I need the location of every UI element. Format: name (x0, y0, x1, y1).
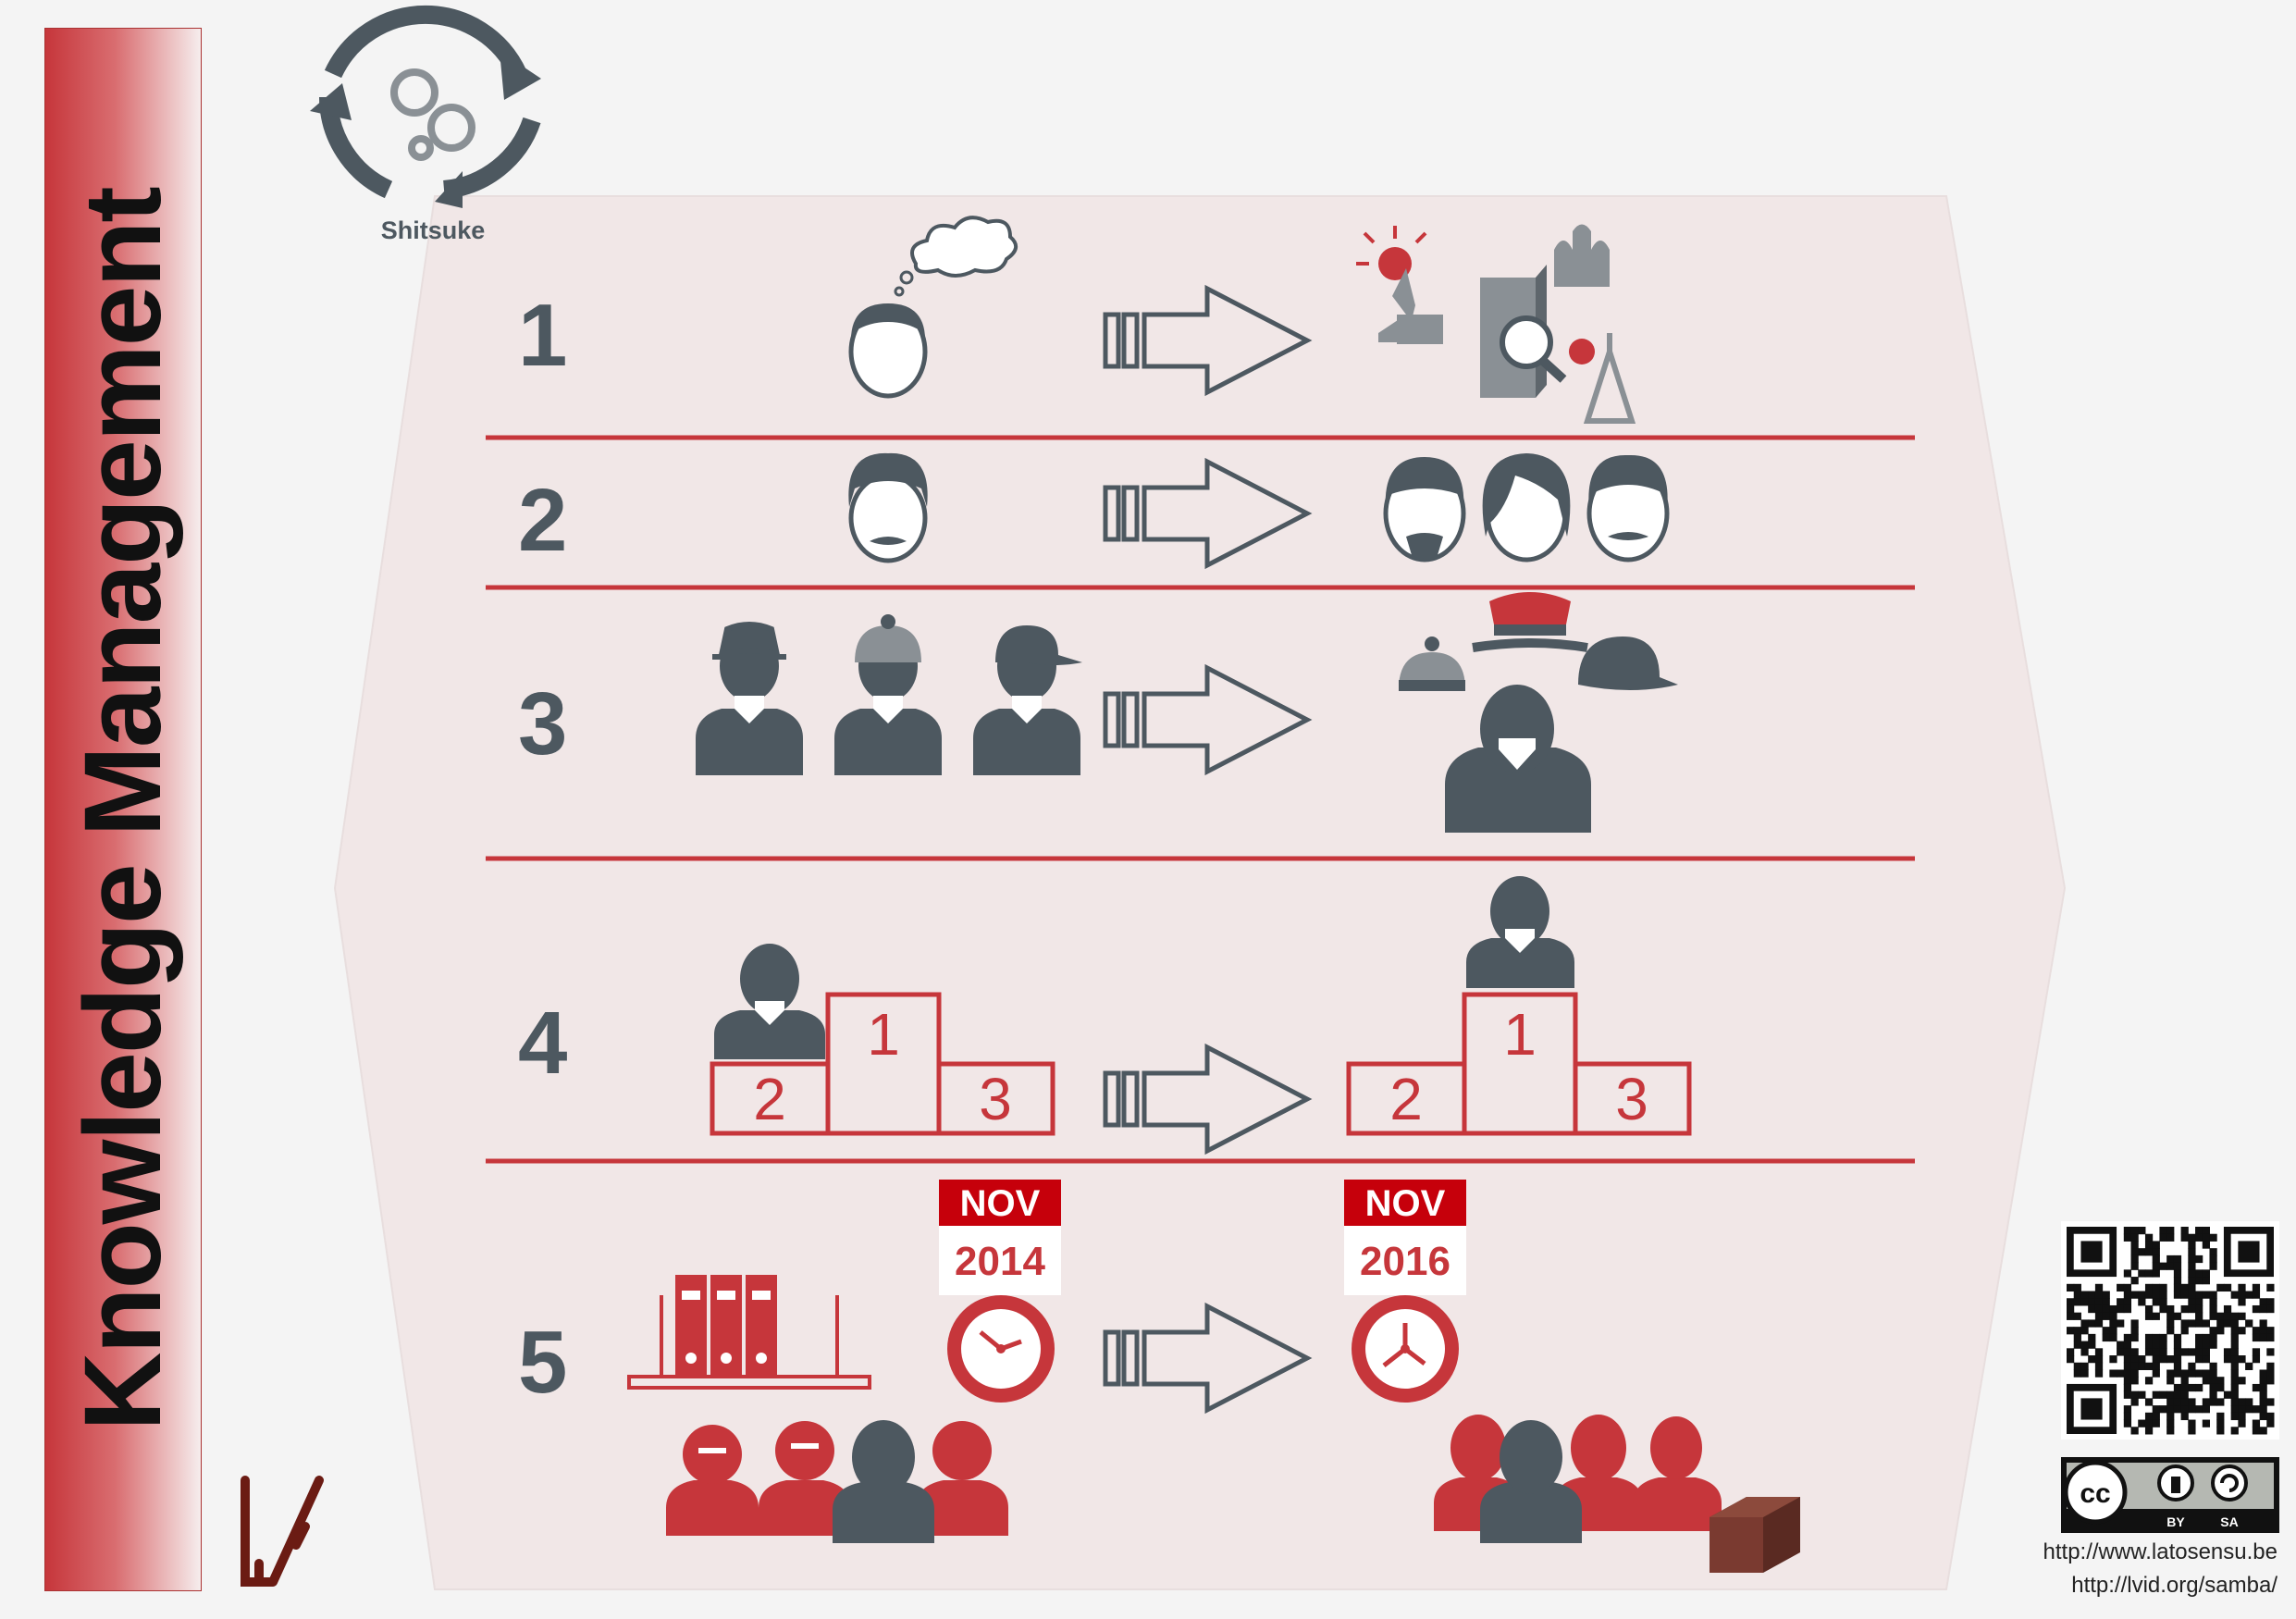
license-sa: SA (2220, 1514, 2238, 1529)
podium-before: 2 1 3 (710, 944, 1055, 1136)
calendar-month: NOV (960, 1183, 1041, 1224)
person-first-place-icon (1466, 876, 1574, 988)
badge-label: Shitsuke (381, 216, 486, 244)
podium-first-label: 1 (867, 1001, 900, 1068)
team-before-icon (666, 1420, 1008, 1543)
clock-icon-2016 (1352, 1295, 1459, 1403)
box-icon (1710, 1497, 1800, 1573)
sa-icon (2220, 1474, 2239, 1492)
podium-second-label: 2 (753, 1066, 786, 1132)
row-separators (486, 435, 1915, 1164)
fedora-person-icon (696, 622, 803, 775)
person-second-place-icon (714, 944, 825, 1059)
calendar-icon-2016: NOV 2016 (1344, 1180, 1466, 1295)
world-knowledge-icon (1356, 224, 1636, 424)
row-number-4: 4 (518, 994, 567, 1093)
large-person-icon (1445, 685, 1591, 833)
podium-after: 2 1 3 (1346, 876, 1692, 1136)
calendar-year: 2016 (1360, 1239, 1450, 1284)
website-url: http://www.latosensu.be (2043, 1539, 2277, 1564)
podium-third-label: 3 (1615, 1066, 1648, 1132)
thinking-person-icon (851, 216, 1018, 396)
row-number-3: 3 (518, 674, 567, 773)
team-heads-icon (1383, 453, 1670, 562)
podium-second-label: 2 (1389, 1066, 1423, 1132)
calendar-year: 2014 (955, 1239, 1045, 1284)
person-mustache-icon (848, 452, 928, 563)
beanie-person-icon (834, 614, 942, 775)
row-number-5: 5 (518, 1313, 567, 1412)
qr-code (2061, 1221, 2279, 1440)
row-number-1: 1 (518, 286, 567, 385)
gears-icon (390, 68, 475, 161)
hats-icon (1399, 592, 1678, 691)
binders-shelf-icon (627, 1275, 871, 1390)
calendar-month: NOV (1365, 1183, 1446, 1224)
clock-icon-2014 (947, 1295, 1055, 1403)
content-panel (333, 195, 2067, 1590)
latosensu-logo (241, 1476, 324, 1587)
title-band: Knowledge Management (44, 28, 202, 1591)
cc-icon: cc (2080, 1478, 2110, 1509)
calendar-icon-2014: NOV 2014 (939, 1180, 1061, 1295)
samba-url: http://lvid.org/samba/ (2071, 1573, 2277, 1598)
podium-third-label: 3 (979, 1066, 1012, 1132)
cc-license-badge: cc BY SA (2061, 1457, 2279, 1533)
cap-person-icon (973, 625, 1082, 775)
row-number-2: 2 (518, 471, 567, 570)
license-by: BY (2166, 1514, 2185, 1529)
by-icon (2171, 1477, 2180, 1493)
team-after-icon (1434, 1415, 1800, 1573)
podium-first-label: 1 (1503, 1001, 1537, 1068)
shitsuke-badge: Shitsuke (310, 5, 541, 244)
